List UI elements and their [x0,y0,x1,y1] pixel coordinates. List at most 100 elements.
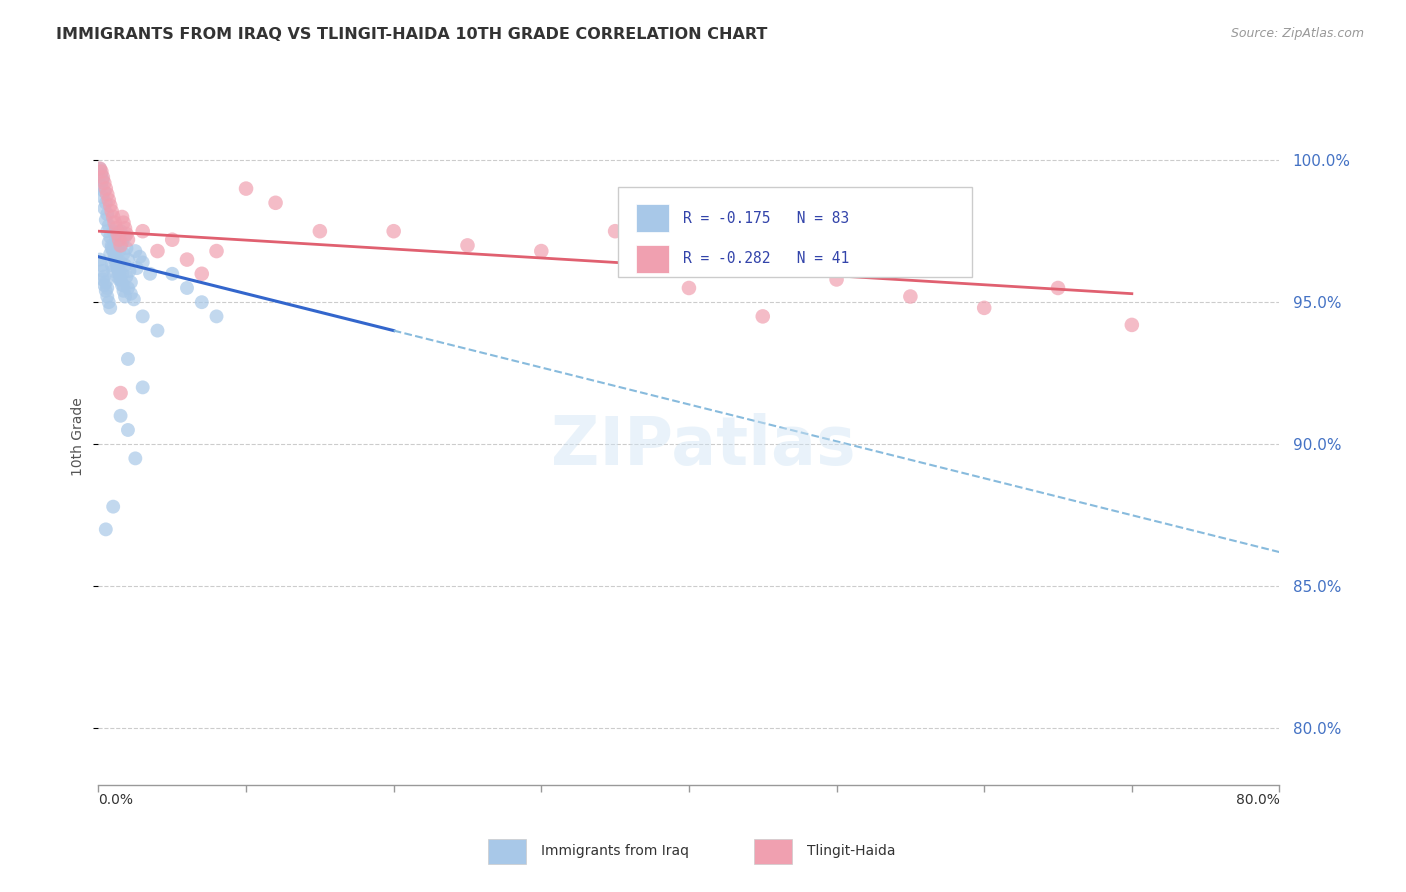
FancyBboxPatch shape [636,245,669,273]
Point [90,168,112,182]
Point [205,310,228,324]
Point [110,255,132,269]
Point [115,269,138,284]
Point [91,264,114,278]
Point [103,264,125,278]
Point [96,187,118,202]
Point [111,210,134,224]
Point [91,173,114,187]
Point [114,289,136,303]
Point [98,230,121,244]
Point [104,238,127,252]
Point [104,252,127,267]
Point [110,386,132,401]
Point [115,241,138,255]
Point [98,247,121,261]
Point [100,204,122,219]
Point [94,212,117,227]
Point [90,178,112,193]
Point [110,272,132,286]
Point [117,351,139,366]
Text: 80.0%: 80.0% [1236,794,1279,807]
Point [98,301,121,315]
FancyBboxPatch shape [636,204,669,232]
Point [105,221,128,235]
Point [105,233,128,247]
Point [104,216,127,230]
Point [93,185,115,199]
Point [103,500,125,514]
Point [146,324,169,338]
Point [139,267,162,281]
Text: IMMIGRANTS FROM IRAQ VS TLINGIT-HAIDA 10TH GRADE CORRELATION CHART: IMMIGRANTS FROM IRAQ VS TLINGIT-HAIDA 10… [56,27,768,42]
Point [112,284,135,298]
Point [105,250,128,264]
Point [162,233,183,247]
Point [118,264,141,278]
Point [89,252,111,267]
Point [107,227,129,241]
Point [96,281,118,295]
Point [132,380,155,394]
Point [111,235,134,250]
Point [125,261,148,276]
Point [90,258,112,272]
Point [1046,281,1069,295]
Point [89,161,111,176]
Point [93,176,115,190]
Point [93,202,115,216]
Point [128,250,150,264]
Point [107,261,129,276]
Point [132,310,155,324]
Text: R = -0.282   N = 41: R = -0.282 N = 41 [683,252,849,267]
Point [110,409,132,423]
Point [105,255,128,269]
Point [103,210,125,224]
Point [235,181,257,195]
Point [114,230,136,244]
Y-axis label: 10th Grade: 10th Grade [72,398,86,476]
Point [108,233,131,247]
Text: 0.0%: 0.0% [98,794,134,807]
Point [97,193,120,207]
Point [98,199,121,213]
Point [114,221,136,235]
Point [97,295,120,310]
Point [100,258,122,272]
Point [94,275,117,289]
Point [309,224,332,238]
Point [751,310,773,324]
Point [97,235,120,250]
Point [90,164,112,178]
Point [94,284,117,298]
Point [93,269,115,284]
Point [146,244,169,258]
Point [205,244,228,258]
Point [112,247,135,261]
Point [91,272,114,286]
Point [108,272,131,286]
Point [122,293,145,307]
Point [111,278,134,293]
Text: R = -0.175   N = 83: R = -0.175 N = 83 [683,211,849,226]
Point [605,224,627,238]
Point [100,241,122,255]
Point [900,289,922,303]
Point [973,301,995,315]
Point [176,281,198,295]
Point [112,278,135,293]
Text: Tlingit-Haida: Tlingit-Haida [807,844,896,858]
Point [114,258,136,272]
Text: ZIPatlas: ZIPatlas [551,413,855,479]
Point [117,252,139,267]
Point [825,272,848,286]
Point [120,286,142,301]
Point [678,281,700,295]
Point [96,289,118,303]
Point [97,219,120,233]
Point [124,451,146,466]
Point [162,267,183,281]
Point [111,267,134,281]
Point [96,224,118,238]
Point [112,216,135,230]
